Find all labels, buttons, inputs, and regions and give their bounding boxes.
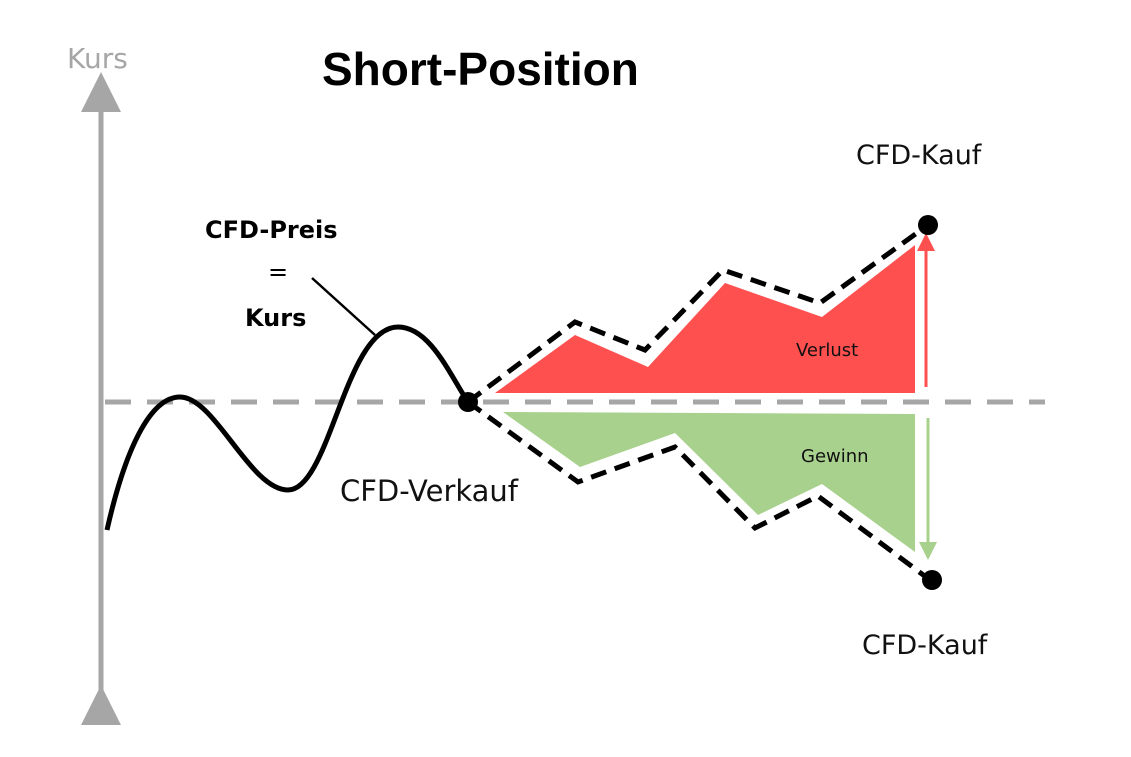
buy-point-top xyxy=(918,215,938,235)
sell-label: CFD-Verkauf xyxy=(340,474,519,508)
price-curve xyxy=(104,324,471,531)
sell-point xyxy=(458,392,478,412)
loss-label: Verlust xyxy=(796,340,859,361)
loss-area xyxy=(495,245,915,393)
buy-top-label: CFD-Kauf xyxy=(856,140,982,171)
buy-point-bottom xyxy=(922,570,942,590)
axis-label: Kurs xyxy=(67,42,128,75)
price-label-pointer xyxy=(311,277,376,336)
gain-label: Gewinn xyxy=(801,446,869,467)
price-label-line3: Kurs xyxy=(245,304,307,332)
gain-area xyxy=(503,412,915,552)
diagram-title: Short-Position xyxy=(322,43,639,95)
price-label-line1: CFD-Preis xyxy=(205,216,338,244)
buy-bottom-label: CFD-Kauf xyxy=(862,630,988,661)
falling-price-path xyxy=(466,399,932,582)
rising-price-path xyxy=(466,222,930,405)
price-label-line2: = xyxy=(268,258,289,286)
